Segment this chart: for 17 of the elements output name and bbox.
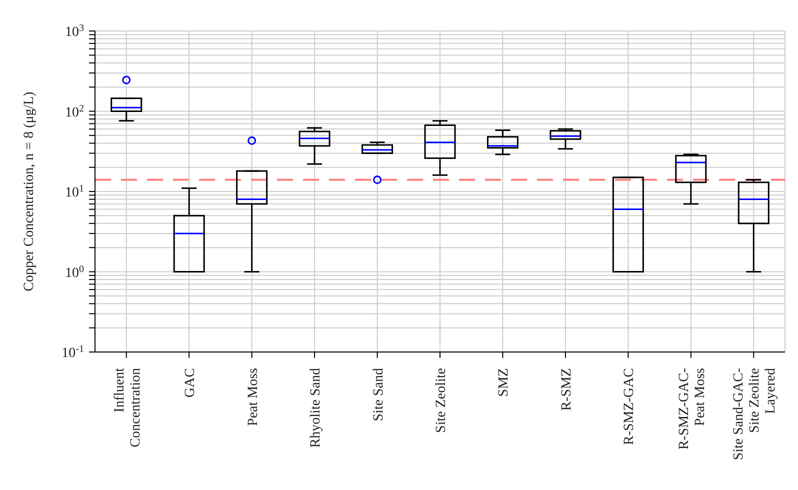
x-tick-label: Rhyolite Sand <box>308 368 324 448</box>
x-tick-label: Peat Moss <box>246 368 261 426</box>
x-tick-label: Influent Concentration <box>112 368 144 448</box>
x-tick-label: SMZ <box>496 368 512 397</box>
x-tick-label: Site Zeolite <box>434 368 449 433</box>
y-tick-label: 10$^{1}$ <box>65 183 84 200</box>
x-tick-label: R-SMZ-GAC <box>622 368 638 446</box>
x-tick-label: R-SMZ-GAC- Peat Moss <box>676 368 708 450</box>
x-tick-label: Site Sand-GAC- Site Zeolite Layered <box>732 368 779 460</box>
y-tick-label: 10$^{0}$ <box>65 263 84 281</box>
y-tick-label: 10$^{2}$ <box>65 102 84 120</box>
x-tick-label: GAC <box>183 368 198 398</box>
x-tick-label: Site Sand <box>371 368 386 422</box>
y-axis-title: Copper Concentration, n = 8 (μg/L) <box>22 91 37 292</box>
y-tick-label: 10$^{-1}$ <box>62 344 84 361</box>
y-tick-label: 10$^{3}$ <box>65 22 84 40</box>
x-tick-label: R-SMZ <box>559 368 574 411</box>
